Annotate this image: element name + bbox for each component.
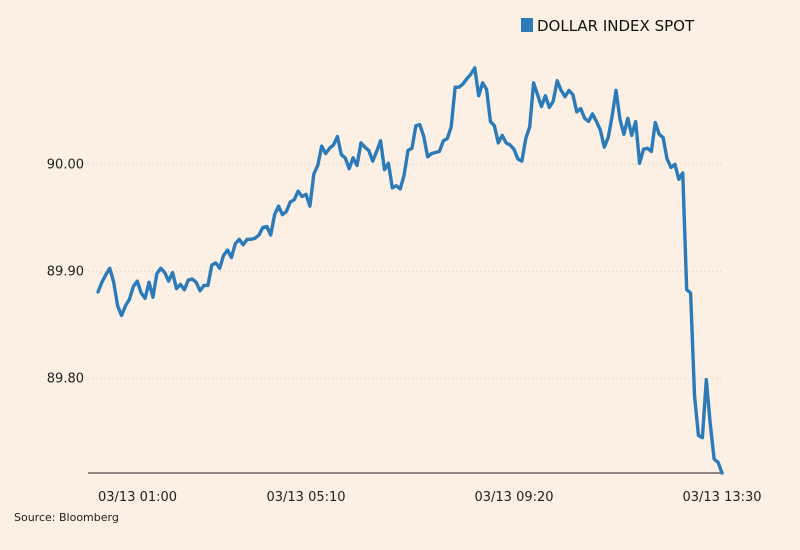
y-tick-label: 89.80 xyxy=(47,372,84,387)
y-tick-label: 89.90 xyxy=(47,265,84,280)
y-tick-labels: 89.80 89.90 90.00 xyxy=(47,157,84,386)
x-tick-labels: 03/13 01:00 03/13 05:10 03/13 09:20 03/13 1… xyxy=(98,490,762,505)
source-note: Source: Bloomberg xyxy=(14,511,119,524)
series-lines xyxy=(96,66,724,475)
legend-swatch xyxy=(521,18,533,32)
x-tick-label: 03/13 09:20 xyxy=(474,490,553,505)
x-tick-label: 03/13 05:10 xyxy=(266,490,345,505)
series-line xyxy=(96,66,724,475)
legend-label: DOLLAR INDEX SPOT xyxy=(537,17,695,35)
legend: DOLLAR INDEX SPOT xyxy=(521,17,695,35)
x-tick-label: 03/13 13:30 xyxy=(682,490,761,505)
gridlines xyxy=(88,163,722,380)
x-tick-label: 03/13 01:00 xyxy=(98,490,177,505)
y-tick-label: 90.00 xyxy=(47,157,84,172)
